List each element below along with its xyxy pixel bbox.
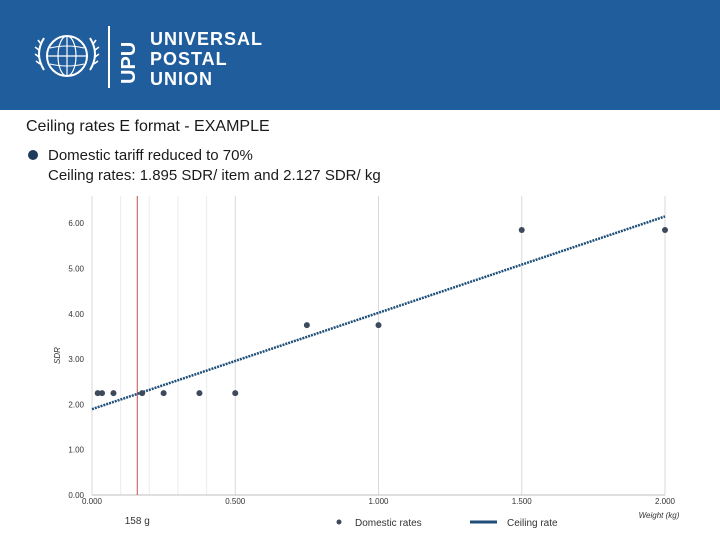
bullet-text-line-2: Ceiling rates: 1.895 SDR/ item and 2.127…	[48, 167, 381, 184]
bullet-text-line-1: Domestic tariff reduced to 70%	[48, 147, 253, 164]
y-tick-label: 5.00	[68, 264, 84, 273]
domestic-rate-point	[662, 226, 668, 233]
domestic-rate-point	[110, 390, 117, 397]
chart-points	[94, 226, 668, 397]
threshold-label: 158 g	[125, 516, 150, 527]
y-tick-label: 1.00	[68, 446, 84, 455]
x-axis-label: Weight (kg)	[639, 511, 680, 520]
x-tick-label: 1.000	[368, 497, 389, 506]
logo-line-union: UNION	[150, 69, 213, 89]
chart-annotations: 158 g	[125, 196, 150, 527]
domestic-rate-point	[160, 390, 167, 397]
y-axis-label: SDR	[53, 347, 62, 364]
x-tick-label: 2.000	[655, 497, 676, 506]
logo-line-universal: UNIVERSAL	[150, 29, 264, 49]
chart-tick-labels: 0.000 0.500 1.000 1.500 2.000 0.00 1.00 2.00 3.0…	[68, 219, 675, 506]
x-tick-label: 1.500	[512, 497, 533, 506]
domestic-rate-point	[99, 390, 106, 397]
y-tick-label: 6.00	[68, 219, 84, 228]
chart-grid	[91, 196, 666, 496]
bullet-icon	[28, 150, 38, 160]
y-tick-label: 2.00	[68, 400, 84, 409]
chart-legend: Domestic rates Ceiling rate	[336, 518, 558, 529]
ceiling-rate-line	[91, 215, 666, 411]
domestic-rate-point	[94, 390, 101, 397]
y-tick-label: 0.00	[68, 491, 84, 500]
header-banner: UPU UNIVERSAL POSTAL UNION	[0, 0, 720, 110]
y-tick-label: 4.00	[68, 310, 84, 319]
domestic-rate-point	[375, 322, 382, 329]
chart-lines	[91, 215, 666, 411]
legend-domestic-label: Domestic rates	[355, 518, 422, 529]
domestic-rate-point	[303, 322, 310, 329]
logo-vertical-text: UPU	[118, 42, 140, 84]
ceiling-rate-chart: 0.000 0.500 1.000 1.500 2.000 0.00 1.00 2.00 3.0…	[53, 196, 680, 529]
domestic-rate-point	[518, 226, 525, 233]
logo-divider	[108, 26, 110, 88]
domestic-rate-point	[196, 390, 203, 397]
logo-line-postal: POSTAL	[150, 49, 228, 69]
legend-ceiling-label: Ceiling rate	[507, 518, 558, 529]
x-tick-label: 0.000	[82, 497, 103, 506]
domestic-rate-point	[139, 390, 146, 397]
domestic-rate-point	[232, 390, 239, 397]
logo-upu-text: UPU	[118, 42, 140, 84]
upu-globe-emblem-icon	[34, 35, 100, 77]
legend-domestic-marker	[336, 519, 342, 525]
logo-wordmark: UNIVERSAL POSTAL UNION	[150, 29, 263, 89]
y-tick-label: 3.00	[68, 355, 84, 364]
x-tick-label: 0.500	[225, 497, 246, 506]
slide-title: Ceiling rates E format - EXAMPLE	[26, 118, 270, 135]
